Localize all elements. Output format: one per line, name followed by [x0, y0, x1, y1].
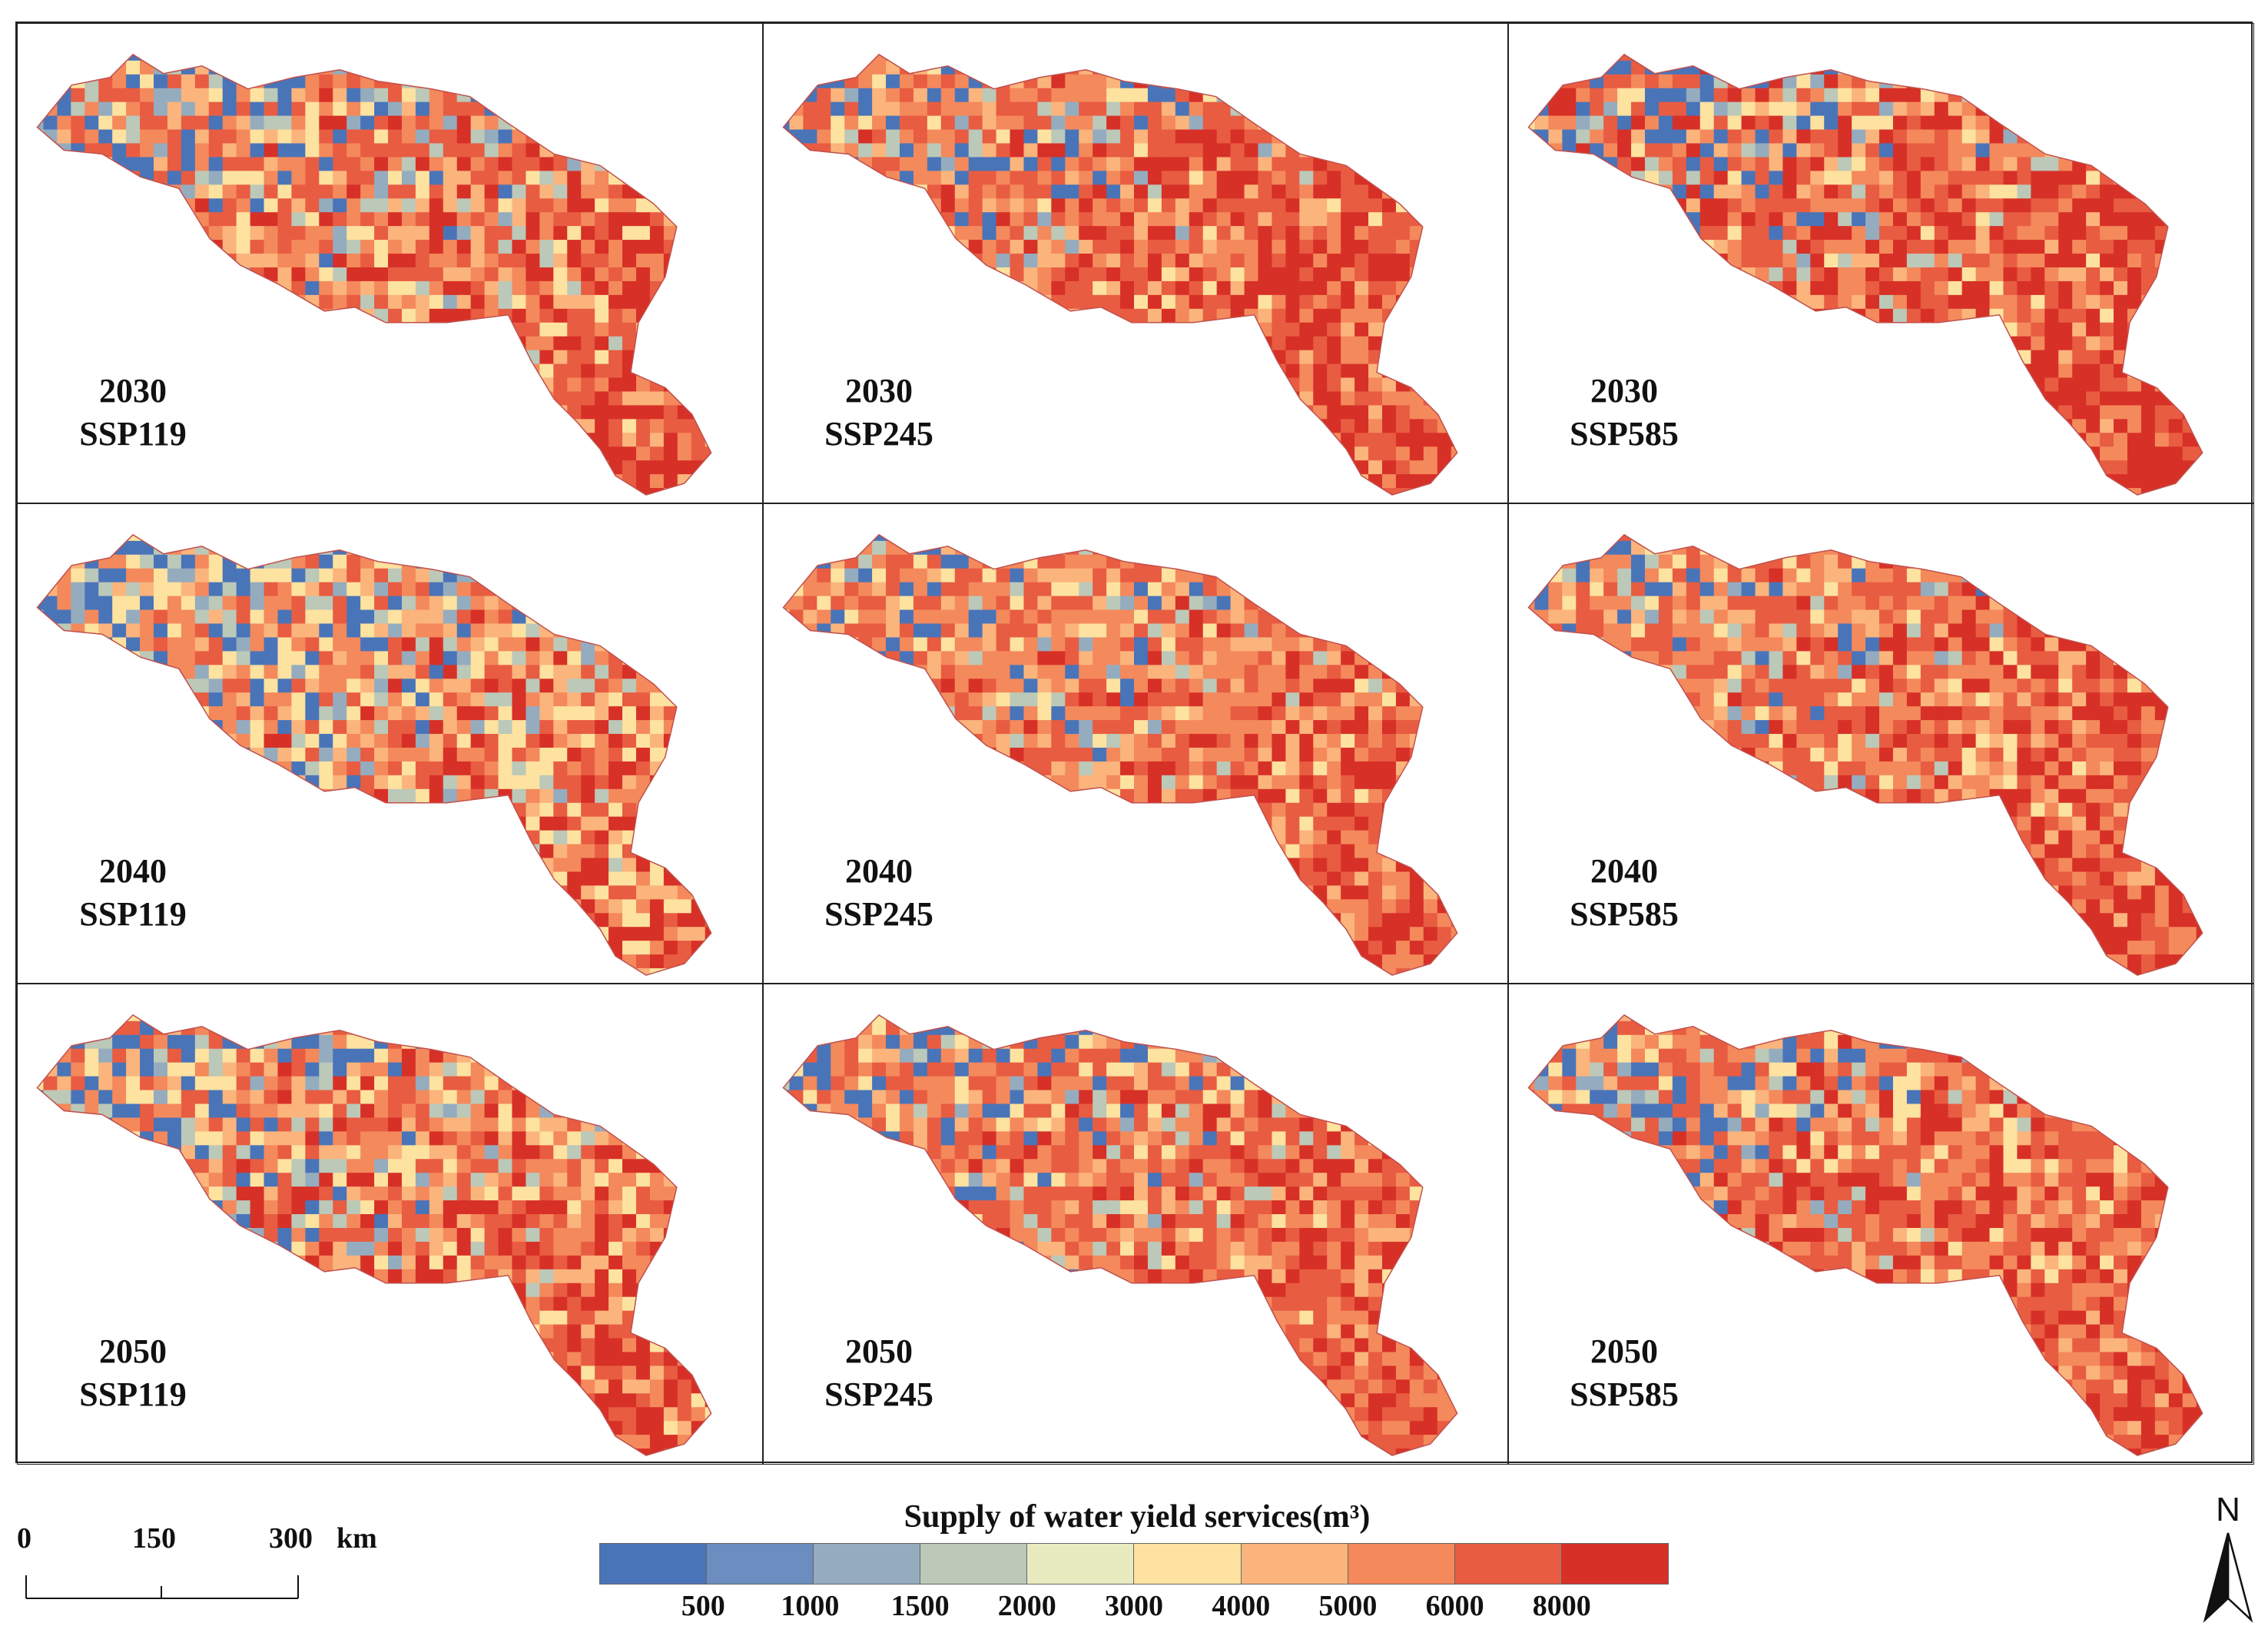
legend-swatch	[814, 1544, 921, 1584]
basin-boundary	[1527, 533, 2203, 976]
panel-scenario: SSP119	[79, 1376, 187, 1413]
panel-label: 2030 SSP119	[64, 370, 202, 456]
legend-swatch	[1348, 1544, 1455, 1584]
map-panel: 2050 SSP245	[763, 984, 1508, 1465]
basin-map	[36, 53, 712, 496]
basin-map	[782, 1014, 1458, 1456]
legend-swatch	[1134, 1544, 1242, 1584]
legend-tick-label: 500	[681, 1590, 725, 1622]
basin-boundary	[36, 53, 712, 496]
north-label: N	[2216, 1491, 2240, 1528]
panel-scenario: SSP585	[1570, 1376, 1679, 1413]
legend-title: Supply of water yield services(m³)	[904, 1499, 1371, 1535]
scale-label-150: 150	[132, 1522, 176, 1555]
scale-bar: 0 150 300 km	[15, 1522, 400, 1614]
panel-label: 2030 SSP585	[1555, 370, 1693, 456]
panel-year: 2030	[845, 372, 913, 410]
panel-year: 2040	[1590, 852, 1658, 890]
basin-boundary	[1527, 53, 2203, 496]
legend-swatch	[920, 1544, 1028, 1584]
panel-scenario: SSP119	[79, 415, 187, 453]
basin-map	[1527, 533, 2203, 976]
scale-bar-line	[25, 1575, 299, 1599]
north-arrow: N	[2197, 1491, 2259, 1625]
panel-year: 2030	[99, 372, 167, 410]
map-panel: 2040 SSP585	[1508, 503, 2254, 984]
legend-tick-label: 1500	[890, 1590, 950, 1622]
panel-scenario: SSP245	[824, 415, 933, 453]
legend-swatch	[600, 1544, 708, 1584]
panel-label: 2050 SSP245	[810, 1330, 948, 1416]
scale-label-300: 300	[269, 1522, 313, 1555]
map-panel-grid: 2030 SSP119 2030 SSP245 2030 SSP585 2040 SSP…	[15, 22, 2254, 1465]
basin-map	[1527, 53, 2203, 496]
panel-label: 2040 SSP119	[64, 850, 202, 936]
panel-scenario: SSP585	[1570, 415, 1679, 453]
legend: Supply of water yield services(m³) 500 10…	[599, 1498, 1675, 1629]
map-panel: 2050 SSP585	[1508, 984, 2254, 1465]
basin-map	[782, 533, 1458, 976]
legend-tick-label: 3000	[1105, 1590, 1163, 1622]
scale-label-0: 0	[17, 1522, 32, 1555]
basin-boundary	[36, 1014, 712, 1456]
legend-swatch	[1454, 1544, 1562, 1584]
map-panel: 2030 SSP119	[17, 23, 763, 503]
basin-boundary	[782, 1014, 1458, 1456]
map-panel: 2050 SSP119	[17, 984, 763, 1465]
panel-label: 2030 SSP245	[810, 370, 948, 456]
legend-swatch	[1241, 1544, 1348, 1584]
basin-boundary	[782, 533, 1458, 976]
legend-tick-label: 5000	[1318, 1590, 1378, 1622]
panel-year: 2040	[845, 852, 913, 890]
legend-tick-label: 1000	[781, 1590, 840, 1622]
map-panel: 2030 SSP585	[1508, 23, 2254, 503]
basin-boundary	[1527, 1014, 2203, 1456]
legend-tick-label: 6000	[1425, 1590, 1484, 1622]
legend-tick-label: 4000	[1212, 1590, 1271, 1622]
panel-label: 2050 SSP585	[1555, 1330, 1693, 1416]
panel-scenario: SSP245	[824, 1376, 933, 1413]
map-panel: 2040 SSP119	[17, 503, 763, 984]
legend-swatch	[1027, 1544, 1135, 1584]
panel-label: 2050 SSP119	[64, 1330, 202, 1416]
panel-scenario: SSP119	[79, 895, 187, 933]
panel-scenario: SSP585	[1570, 895, 1679, 933]
basin-map	[782, 53, 1458, 496]
legend-tick-label: 8000	[1532, 1590, 1591, 1622]
basin-boundary	[782, 53, 1458, 496]
legend-color-bar	[599, 1543, 1669, 1585]
legend-swatch	[1561, 1544, 1668, 1584]
panel-label: 2040 SSP585	[1555, 850, 1693, 936]
panel-year: 2050	[845, 1332, 913, 1370]
panel-scenario: SSP245	[824, 895, 933, 933]
panel-year: 2040	[99, 852, 167, 890]
basin-boundary	[36, 533, 712, 976]
basin-map	[1527, 1014, 2203, 1456]
panel-year: 2050	[1590, 1332, 1658, 1370]
panel-year: 2030	[1590, 372, 1658, 410]
basin-map	[36, 533, 712, 976]
basin-map	[36, 1014, 712, 1456]
map-panel: 2030 SSP245	[763, 23, 1508, 503]
legend-swatch	[707, 1544, 814, 1584]
legend-tick-label: 2000	[997, 1590, 1056, 1622]
panel-year: 2050	[99, 1332, 167, 1370]
scale-unit: km	[337, 1522, 377, 1555]
map-panel: 2040 SSP245	[763, 503, 1508, 984]
north-arrow-icon	[2203, 1532, 2253, 1623]
panel-label: 2040 SSP245	[810, 850, 948, 936]
